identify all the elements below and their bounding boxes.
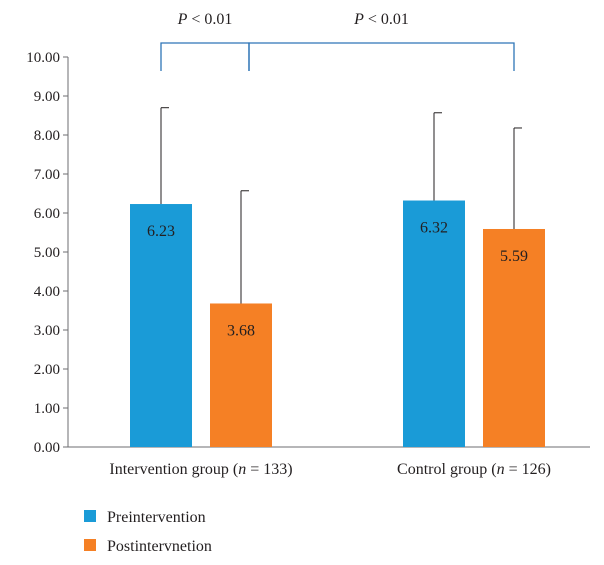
y-tick-label: 9.00 bbox=[34, 89, 60, 105]
y-tick-label: 3.00 bbox=[34, 323, 60, 339]
category-label: Intervention group (n = 133) bbox=[109, 461, 292, 478]
y-tick-label: 8.00 bbox=[34, 128, 60, 144]
y-tick-label: 10.00 bbox=[26, 50, 60, 66]
y-tick-label: 7.00 bbox=[34, 167, 60, 183]
y-tick-label: 2.00 bbox=[34, 362, 60, 378]
legend-label: Postintervnetion bbox=[107, 538, 212, 555]
category-label: Control group (n = 126) bbox=[397, 461, 551, 478]
bar-post-1 bbox=[483, 228, 545, 447]
bar-pre-0 bbox=[130, 204, 192, 447]
bar-value-label: 5.59 bbox=[500, 248, 528, 265]
bar-value-label: 3.68 bbox=[227, 322, 255, 339]
legend-label: Preintervention bbox=[107, 509, 206, 526]
y-tick-label: 1.00 bbox=[34, 401, 60, 417]
y-tick-label: 0.00 bbox=[34, 440, 60, 456]
bar-value-label: 6.32 bbox=[420, 220, 448, 237]
significance-label: P < 0.01 bbox=[177, 11, 233, 28]
bar-value-label: 6.23 bbox=[147, 223, 175, 240]
y-tick-label: 6.00 bbox=[34, 206, 60, 222]
legend-swatch-post bbox=[84, 539, 96, 551]
bar-pre-1 bbox=[403, 200, 465, 447]
y-tick-label: 4.00 bbox=[34, 284, 60, 300]
y-tick-label: 5.00 bbox=[34, 245, 60, 261]
significance-label: P < 0.01 bbox=[353, 11, 409, 28]
bar-post-0 bbox=[210, 303, 272, 447]
legend-swatch-pre bbox=[84, 510, 96, 522]
significance-bracket bbox=[248, 42, 515, 71]
significance-bracket bbox=[160, 42, 250, 71]
